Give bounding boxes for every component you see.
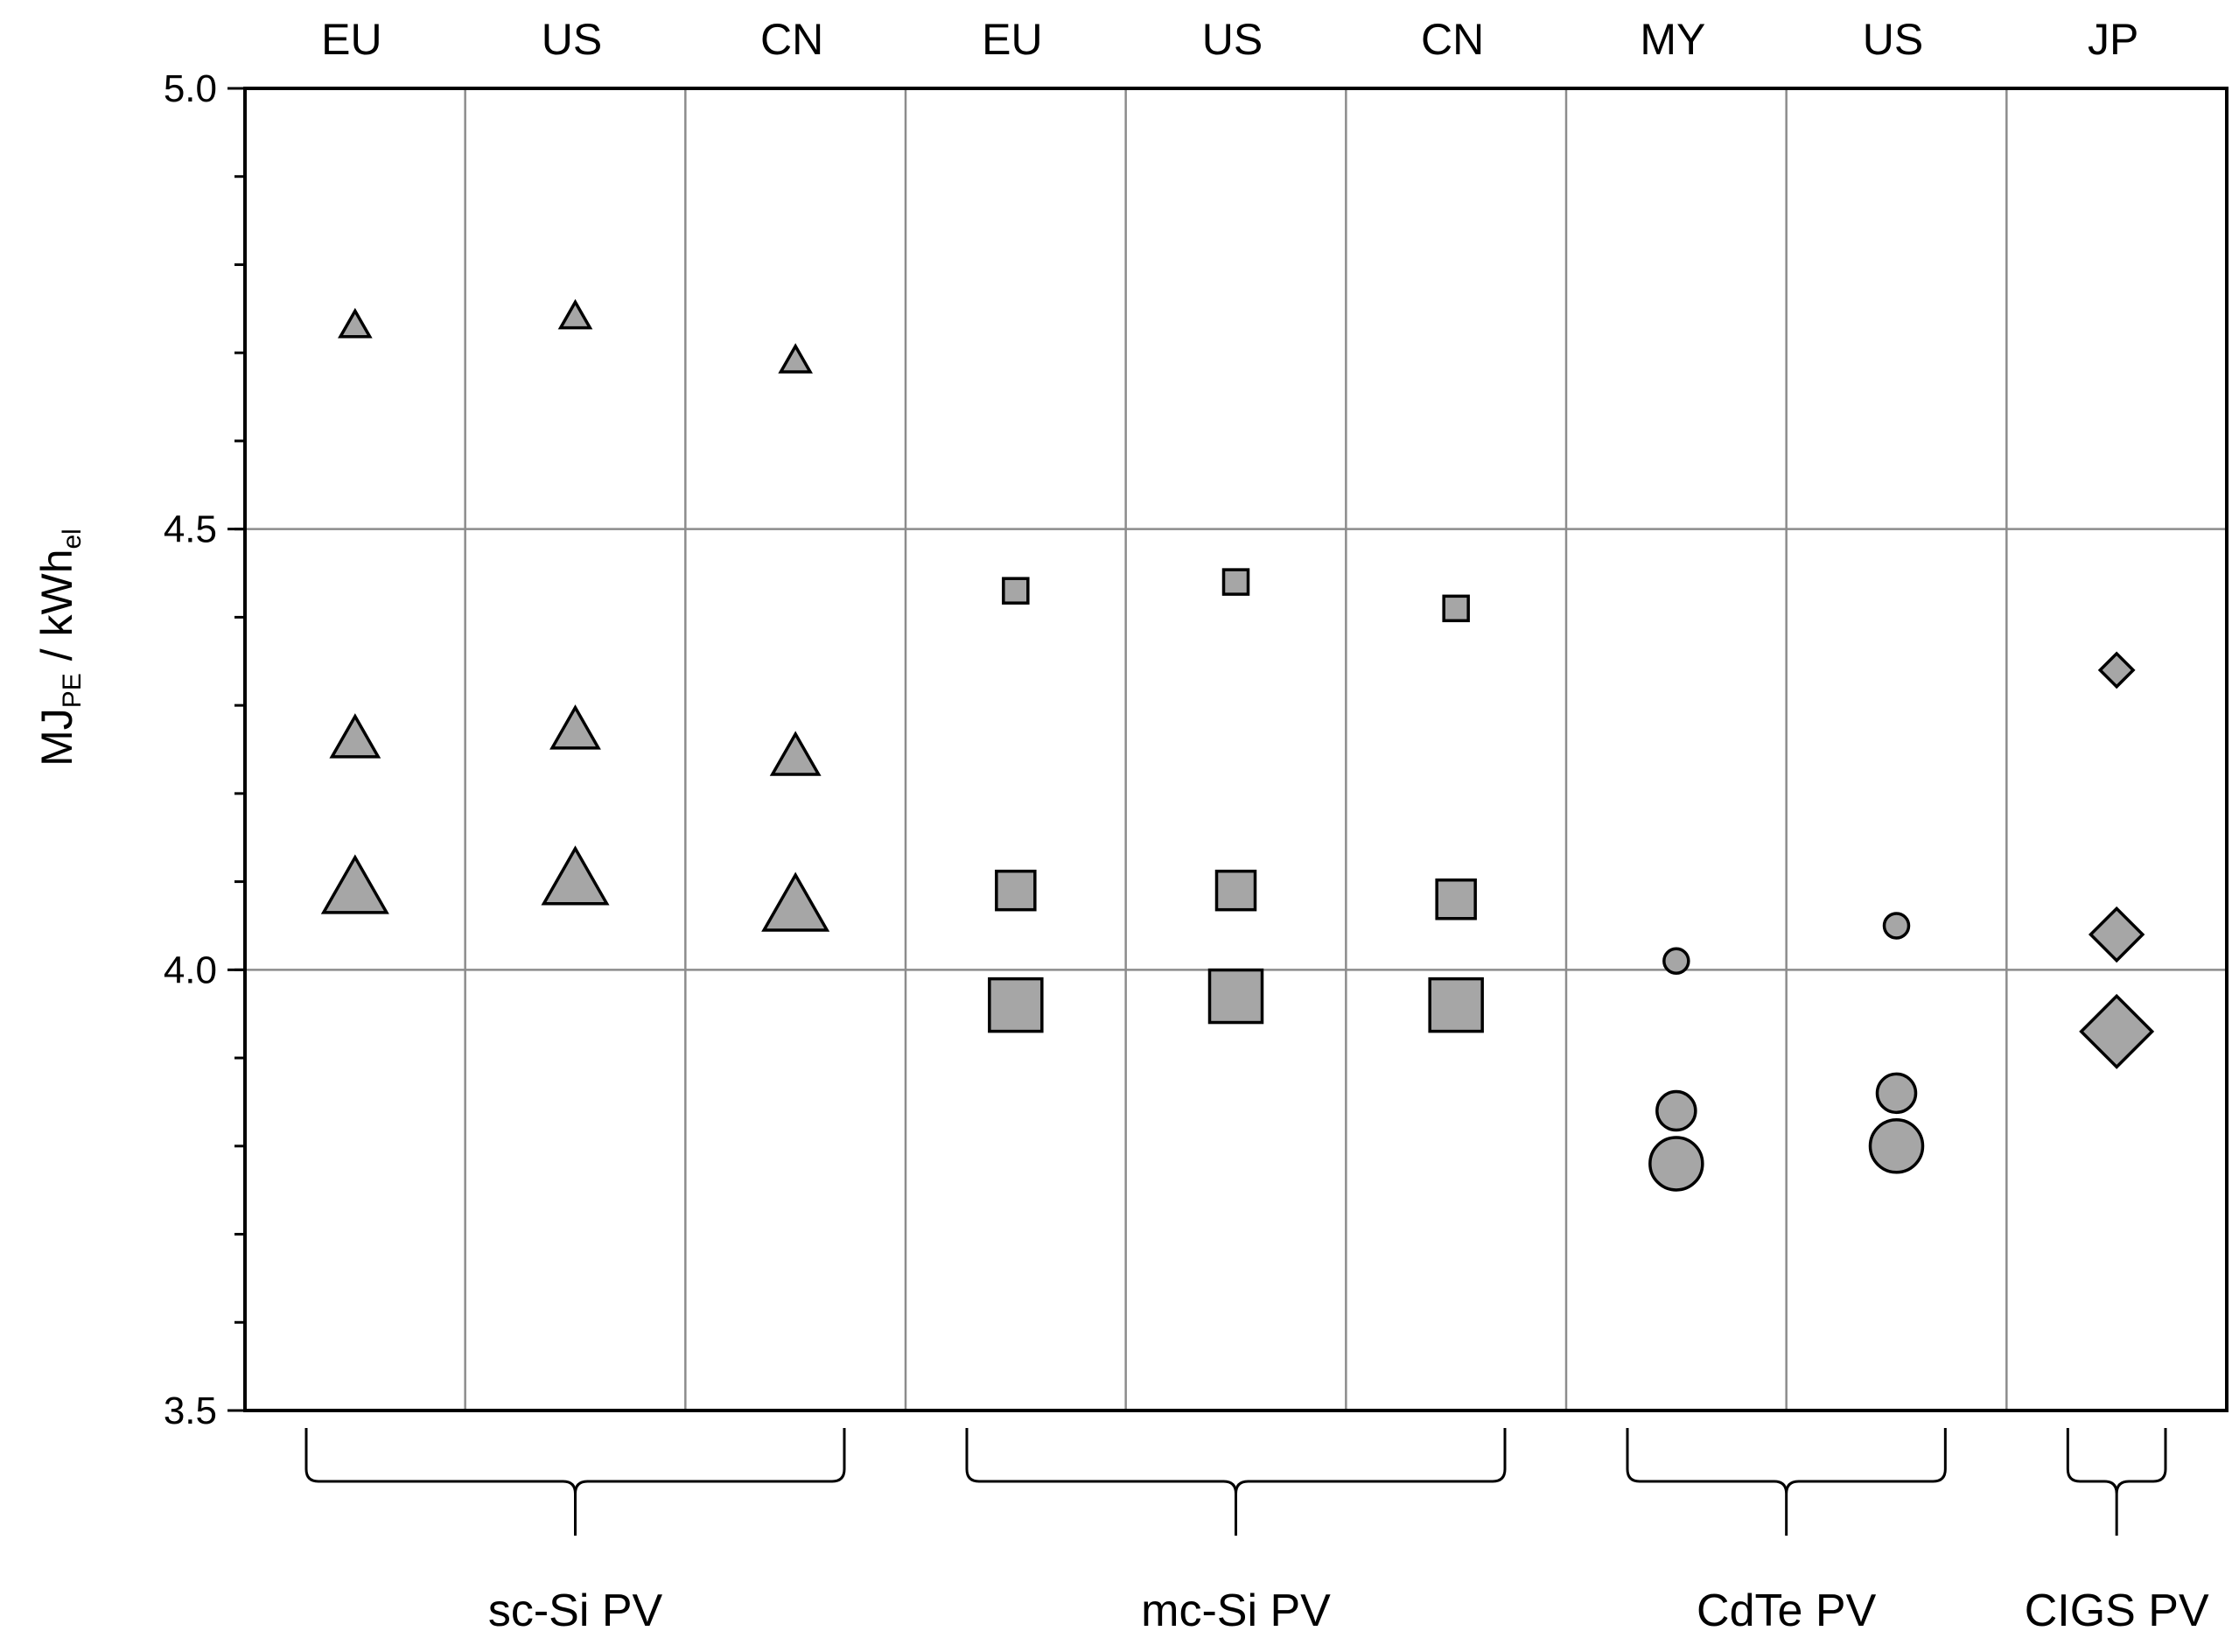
y-tick-label: 5.0 <box>164 67 217 110</box>
group-bracket <box>304 1428 846 1536</box>
group-bracket <box>965 1428 1507 1536</box>
circle-marker <box>1875 1072 1918 1115</box>
circle-marker <box>1655 1089 1697 1132</box>
square-marker <box>1428 976 1484 1033</box>
triangle-marker <box>557 298 593 330</box>
triangle-marker <box>761 872 830 932</box>
column-label: US <box>1863 15 1923 64</box>
column-label: EU <box>982 15 1042 64</box>
data-points <box>320 298 2155 1192</box>
column-label: US <box>1202 15 1263 64</box>
circle-marker <box>1648 1136 1704 1192</box>
group-bracket <box>2066 1428 2167 1536</box>
square-marker <box>1214 869 1257 912</box>
circle-marker <box>1882 912 1911 940</box>
square-marker <box>988 976 1044 1033</box>
triangle-marker <box>778 343 813 374</box>
y-tick-label: 4.0 <box>164 948 217 991</box>
triangle-marker <box>541 845 610 906</box>
y-label-sub-el: el <box>58 528 87 549</box>
square-marker <box>1442 594 1470 623</box>
triangle-marker <box>320 854 389 914</box>
group-label: CdTe PV <box>1697 1586 1877 1636</box>
group-label: mc-Si PV <box>1141 1586 1331 1636</box>
y-tick-label: 4.5 <box>164 508 217 551</box>
y-ticks: 3.5 4.0 4.5 5.0 <box>164 67 245 1432</box>
square-marker <box>995 869 1037 912</box>
square-marker <box>1221 568 1250 596</box>
y-tick-label: 3.5 <box>164 1390 217 1432</box>
triangle-marker <box>769 731 822 776</box>
axes <box>243 87 2229 1412</box>
column-label: MY <box>1640 15 1705 64</box>
y-label-mid: / kWh <box>32 549 81 673</box>
y-axis-label: MJPE / kWhel <box>32 528 87 766</box>
diamond-marker <box>2088 906 2145 963</box>
column-label: CN <box>1421 15 1484 64</box>
plot-frame <box>243 87 2229 1412</box>
triangle-marker <box>549 704 601 750</box>
triangle-marker <box>329 713 381 759</box>
square-marker <box>1207 968 1264 1025</box>
y-label-sub-pe: PE <box>58 673 87 708</box>
diamond-marker <box>2079 993 2155 1069</box>
triangle-marker <box>338 307 373 339</box>
circle-marker <box>1868 1118 1925 1174</box>
circle-marker <box>1662 947 1690 976</box>
column-label: US <box>542 15 602 64</box>
y-label-main: MJ <box>32 708 81 766</box>
group-brackets: sc-Si PV mc-Si PV CdTe PV CIGS PV <box>304 1428 2209 1636</box>
group-bracket <box>1626 1428 1947 1536</box>
square-marker <box>1002 577 1030 605</box>
diamond-marker <box>2097 651 2136 690</box>
column-label: EU <box>321 15 381 64</box>
column-label: JP <box>2088 15 2138 64</box>
grid-lines <box>245 88 2227 1410</box>
group-label: sc-Si PV <box>488 1586 663 1636</box>
square-marker <box>1435 878 1477 920</box>
group-label: CIGS PV <box>2025 1586 2209 1636</box>
column-label: CN <box>760 15 823 64</box>
column-labels: EU US CN EU US CN MY US JP <box>321 15 2138 64</box>
